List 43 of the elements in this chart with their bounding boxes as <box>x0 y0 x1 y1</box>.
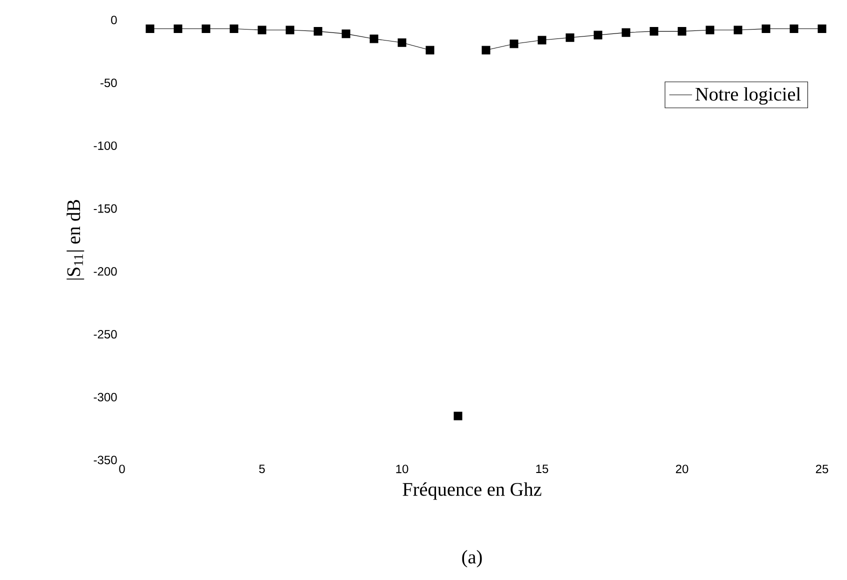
point <box>734 26 742 34</box>
y-tick-label: -300 <box>94 392 117 402</box>
y-tick-label: 0 <box>111 16 117 24</box>
point <box>650 27 658 36</box>
x-tick-label: 15 <box>536 464 548 474</box>
point <box>510 40 518 48</box>
point <box>230 24 238 34</box>
point <box>482 46 490 54</box>
point <box>566 33 574 42</box>
y-tick-label: -50 <box>100 78 117 88</box>
y-tick-label: -350 <box>94 456 117 464</box>
point <box>174 24 182 34</box>
y-tick-label: -100 <box>94 141 117 150</box>
x-axis-title: Fréquence en Ghz <box>402 482 542 500</box>
x-tick-label: 20 <box>676 464 688 474</box>
point <box>762 24 770 34</box>
point <box>594 30 602 40</box>
point <box>706 26 714 34</box>
y-tick-label: -150 <box>94 204 117 213</box>
text: (a) <box>462 550 482 568</box>
point <box>286 26 294 34</box>
point <box>146 24 154 34</box>
point <box>202 24 210 34</box>
point <box>538 36 546 44</box>
point <box>678 27 686 36</box>
x-tick-label: 25 <box>816 464 828 474</box>
point <box>790 24 798 34</box>
y-tick-label: -200 <box>94 267 117 276</box>
point <box>314 27 322 36</box>
point <box>370 34 378 44</box>
x-tick-label: 5 <box>259 464 265 474</box>
x-tick-label: 10 <box>396 464 408 474</box>
point <box>342 30 350 38</box>
y-axis-title: |S$_{11}$| en dB <box>66 200 84 280</box>
point <box>454 412 462 420</box>
y-tick-label: -250 <box>94 330 117 339</box>
x-tick-label: 0 <box>119 464 125 474</box>
point <box>818 24 826 34</box>
legend-label: Notre logiciel <box>696 87 801 105</box>
point <box>426 46 434 54</box>
point <box>622 28 630 37</box>
point <box>258 26 266 34</box>
point <box>398 38 406 47</box>
